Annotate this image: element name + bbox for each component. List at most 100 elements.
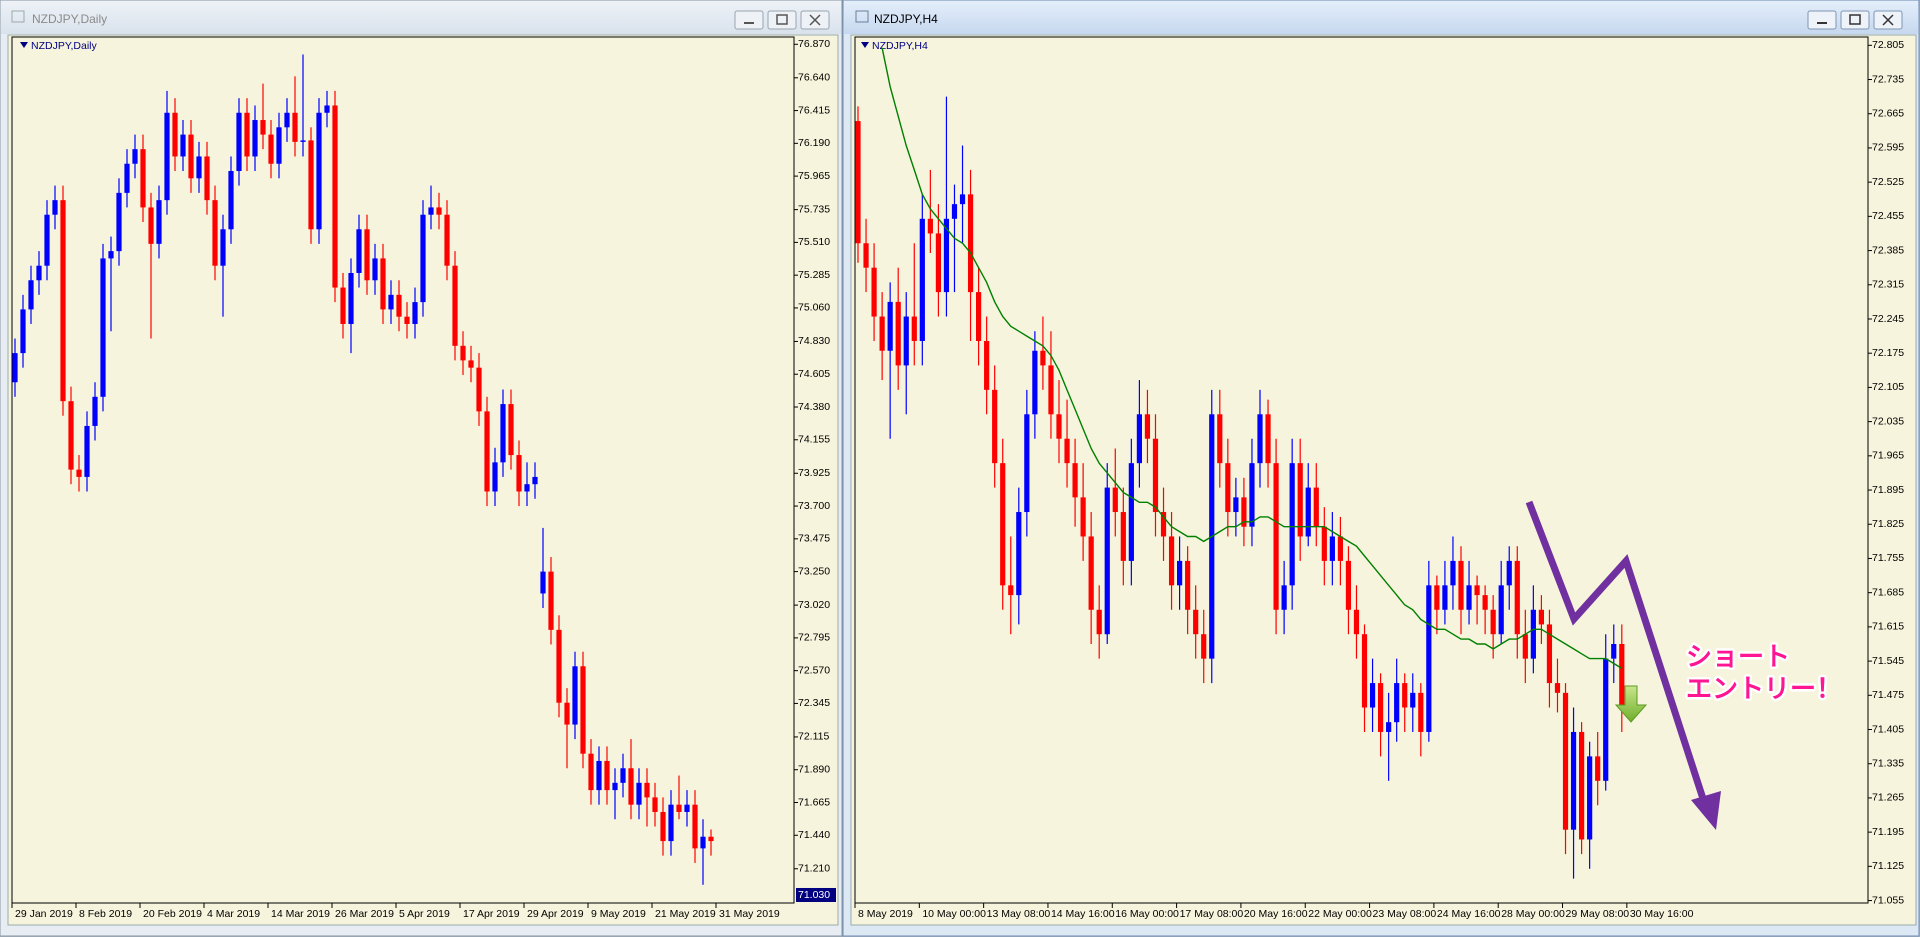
candle-body: [959, 194, 966, 205]
candle-body: [1458, 560, 1464, 610]
minimize-button[interactable]: [1807, 10, 1837, 30]
candle-body: [348, 272, 354, 324]
y-tick-label: 71.265: [1872, 792, 1904, 804]
x-tick-label: 10 May 00:00: [922, 908, 986, 920]
moving-average: [881, 47, 1623, 669]
candle-body: [855, 121, 861, 244]
close-icon: [1882, 14, 1894, 26]
candle-body: [1104, 487, 1110, 635]
candle-body: [1442, 585, 1448, 610]
candle-body: [863, 243, 869, 268]
y-tick-label: 71.890: [798, 763, 830, 775]
y-tick-label: 72.105: [1872, 381, 1904, 393]
candle-body: [628, 768, 634, 805]
y-tick-label: 72.245: [1872, 313, 1904, 325]
candle-body: [556, 629, 562, 703]
candle-body: [380, 258, 386, 310]
candle-body: [1321, 526, 1327, 561]
candle-body: [300, 140, 306, 142]
candle-body: [124, 163, 130, 193]
candle-body: [1313, 487, 1319, 527]
candle-body: [1160, 512, 1167, 537]
candle-body: [1482, 595, 1488, 610]
candle-body: [44, 214, 50, 266]
chart-menu-triangle[interactable]: [861, 42, 869, 48]
candle-body: [1402, 683, 1408, 708]
candle-body: [1490, 609, 1496, 635]
candle-body: [1241, 497, 1247, 527]
candle-body: [484, 411, 490, 492]
title-bar: [844, 1, 1918, 34]
y-tick-label: 73.700: [798, 500, 830, 512]
candle-body: [460, 345, 466, 361]
current-price-label: 71.030: [798, 889, 830, 901]
candle-body: [636, 782, 642, 805]
candle-body: [1522, 634, 1528, 659]
window-h4: NZDJPY,H4 NZDJPY,H4: [842, 0, 1920, 937]
candle-body: [976, 292, 982, 341]
x-tick-label: 8 May 2019: [858, 908, 913, 920]
candle-body: [692, 804, 698, 849]
y-tick-label: 76.190: [798, 137, 830, 149]
candle-body: [244, 112, 250, 157]
y-tick-label: 71.665: [798, 796, 830, 808]
candle-body: [60, 200, 66, 402]
candle-body: [1056, 414, 1062, 439]
window-title: NZDJPY,Daily: [32, 12, 107, 26]
chart-menu-triangle[interactable]: [20, 42, 28, 48]
candle-body: [604, 760, 610, 791]
candle-body: [1603, 658, 1609, 781]
y-tick-label: 73.020: [798, 599, 830, 611]
candle-body: [1000, 463, 1006, 586]
y-tick-label: 72.570: [798, 664, 830, 676]
candle-body: [364, 229, 370, 281]
candle-body: [919, 218, 925, 341]
candle-body: [1450, 560, 1456, 586]
candle-body: [52, 200, 58, 215]
y-tick-label: 72.345: [798, 697, 830, 709]
candle-body: [1096, 609, 1102, 635]
restore-icon: [1849, 14, 1861, 25]
candle-body: [1466, 585, 1472, 610]
candle-body: [292, 112, 298, 142]
candle-body: [1587, 756, 1593, 840]
candle-body: [1233, 497, 1239, 513]
x-tick-label: 29 May 08:00: [1566, 908, 1630, 920]
candle-body: [668, 804, 674, 842]
candle-body: [164, 112, 170, 201]
restore-button[interactable]: [1840, 10, 1870, 30]
candle-body: [228, 171, 234, 230]
candle-body: [1040, 350, 1046, 366]
y-tick-label: 71.755: [1872, 552, 1904, 564]
candle-body: [1048, 365, 1054, 415]
candle-body: [1506, 560, 1512, 586]
candle-body: [903, 316, 909, 366]
candle-body: [1289, 463, 1295, 586]
candle-body: [268, 134, 274, 164]
candle-body: [236, 112, 242, 172]
y-tick-label: 71.195: [1872, 826, 1904, 838]
candle-body: [100, 258, 106, 397]
candle-body: [1072, 463, 1078, 498]
candle-body: [540, 571, 546, 594]
candle-body: [871, 267, 877, 317]
annotation-text: ショート: [1686, 643, 1790, 673]
candle-body: [508, 404, 514, 456]
candle-body: [660, 811, 666, 842]
candle-body: [20, 309, 26, 354]
candle-body: [1265, 414, 1271, 464]
candle-body: [372, 258, 378, 281]
candle-body: [612, 782, 618, 791]
chart-marks: 76.870 76.640 76.415 76.190 75.965 75.735 75.5…: [11, 38, 1904, 920]
restore-button[interactable]: [767, 10, 797, 30]
candle-body: [12, 353, 18, 383]
candle-body: [1008, 585, 1014, 596]
minimize-button[interactable]: [734, 10, 764, 30]
chart-label: NZDJPY,H4: [872, 40, 928, 52]
plot-border: [854, 36, 1869, 904]
y-tick-label: 71.475: [1872, 689, 1904, 701]
x-tick-label: 22 May 00:00: [1308, 908, 1372, 920]
candle-body: [1361, 634, 1368, 708]
